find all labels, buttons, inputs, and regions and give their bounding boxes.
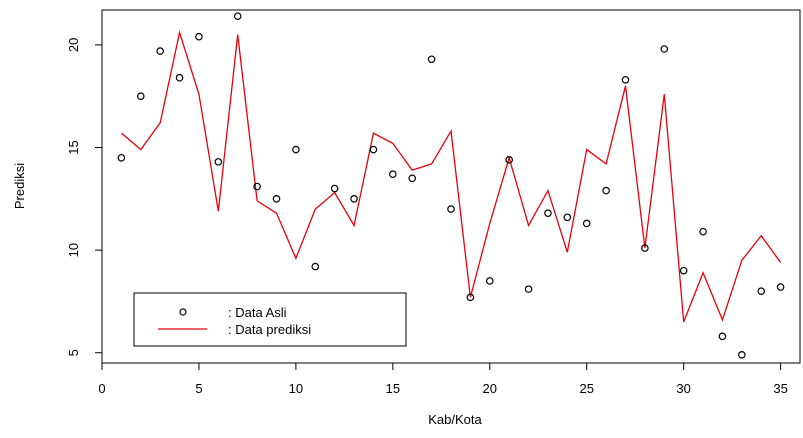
series-layer [117, 12, 785, 359]
data-point [136, 92, 145, 101]
data-point [156, 47, 164, 55]
data-point [602, 186, 610, 195]
data-point [563, 213, 572, 222]
y-tick-label: 20 [66, 38, 81, 52]
legend-label-data-asli: : Data Asli [228, 305, 287, 320]
x-tick-label: 35 [773, 381, 787, 396]
data-point [699, 227, 707, 236]
data-point [408, 174, 417, 183]
data-point [175, 73, 184, 82]
legend: : Data Asli : Data prediksi [133, 292, 407, 347]
data-point [292, 145, 300, 154]
data-point [660, 45, 669, 53]
data-point [195, 32, 203, 41]
data-point [233, 12, 242, 20]
x-tick-label: 15 [386, 381, 400, 396]
data-point [253, 182, 261, 191]
series-line-data-prediksi [120, 30, 782, 323]
x-tick-label: 0 [98, 381, 105, 396]
data-point [350, 195, 358, 203]
data-point [524, 285, 533, 293]
y-tick-label: 5 [66, 349, 81, 356]
data-point [757, 287, 766, 295]
data-point [485, 277, 494, 285]
data-point [447, 205, 455, 213]
y-axis-title: Prediksi [12, 163, 27, 209]
x-tick-label: 25 [579, 381, 593, 396]
data-point [582, 219, 591, 228]
y-tick-label: 10 [66, 243, 81, 257]
data-point [272, 195, 281, 203]
x-axis-title: Kab/Kota [428, 412, 482, 427]
data-point [505, 156, 513, 164]
y-tick-label: 15 [66, 140, 81, 154]
y-axis: 5 10 15 20 [66, 38, 102, 356]
x-tick-label: 30 [676, 381, 690, 396]
data-point [621, 75, 630, 84]
data-point [330, 184, 339, 193]
x-tick-label: 20 [483, 381, 497, 396]
x-axis: 0 5 10 15 20 25 30 35 [98, 363, 788, 396]
legend-label-data-prediksi: : Data prediksi [228, 322, 311, 337]
x-tick-label: 10 [289, 381, 303, 396]
legend-box [133, 292, 407, 347]
data-point [117, 153, 126, 162]
data-point [738, 350, 746, 359]
legend-marker-data-asli [179, 308, 187, 316]
data-point [544, 209, 552, 217]
data-point [466, 293, 475, 302]
data-point [718, 332, 727, 341]
data-point [214, 158, 223, 166]
data-point [776, 283, 785, 291]
data-point [389, 170, 397, 178]
data-point [311, 262, 320, 271]
plot-frame [101, 9, 801, 364]
data-point [641, 244, 649, 252]
data-point [369, 145, 378, 154]
x-tick-label: 5 [195, 381, 202, 396]
data-point [427, 55, 436, 64]
data-point [679, 266, 688, 275]
